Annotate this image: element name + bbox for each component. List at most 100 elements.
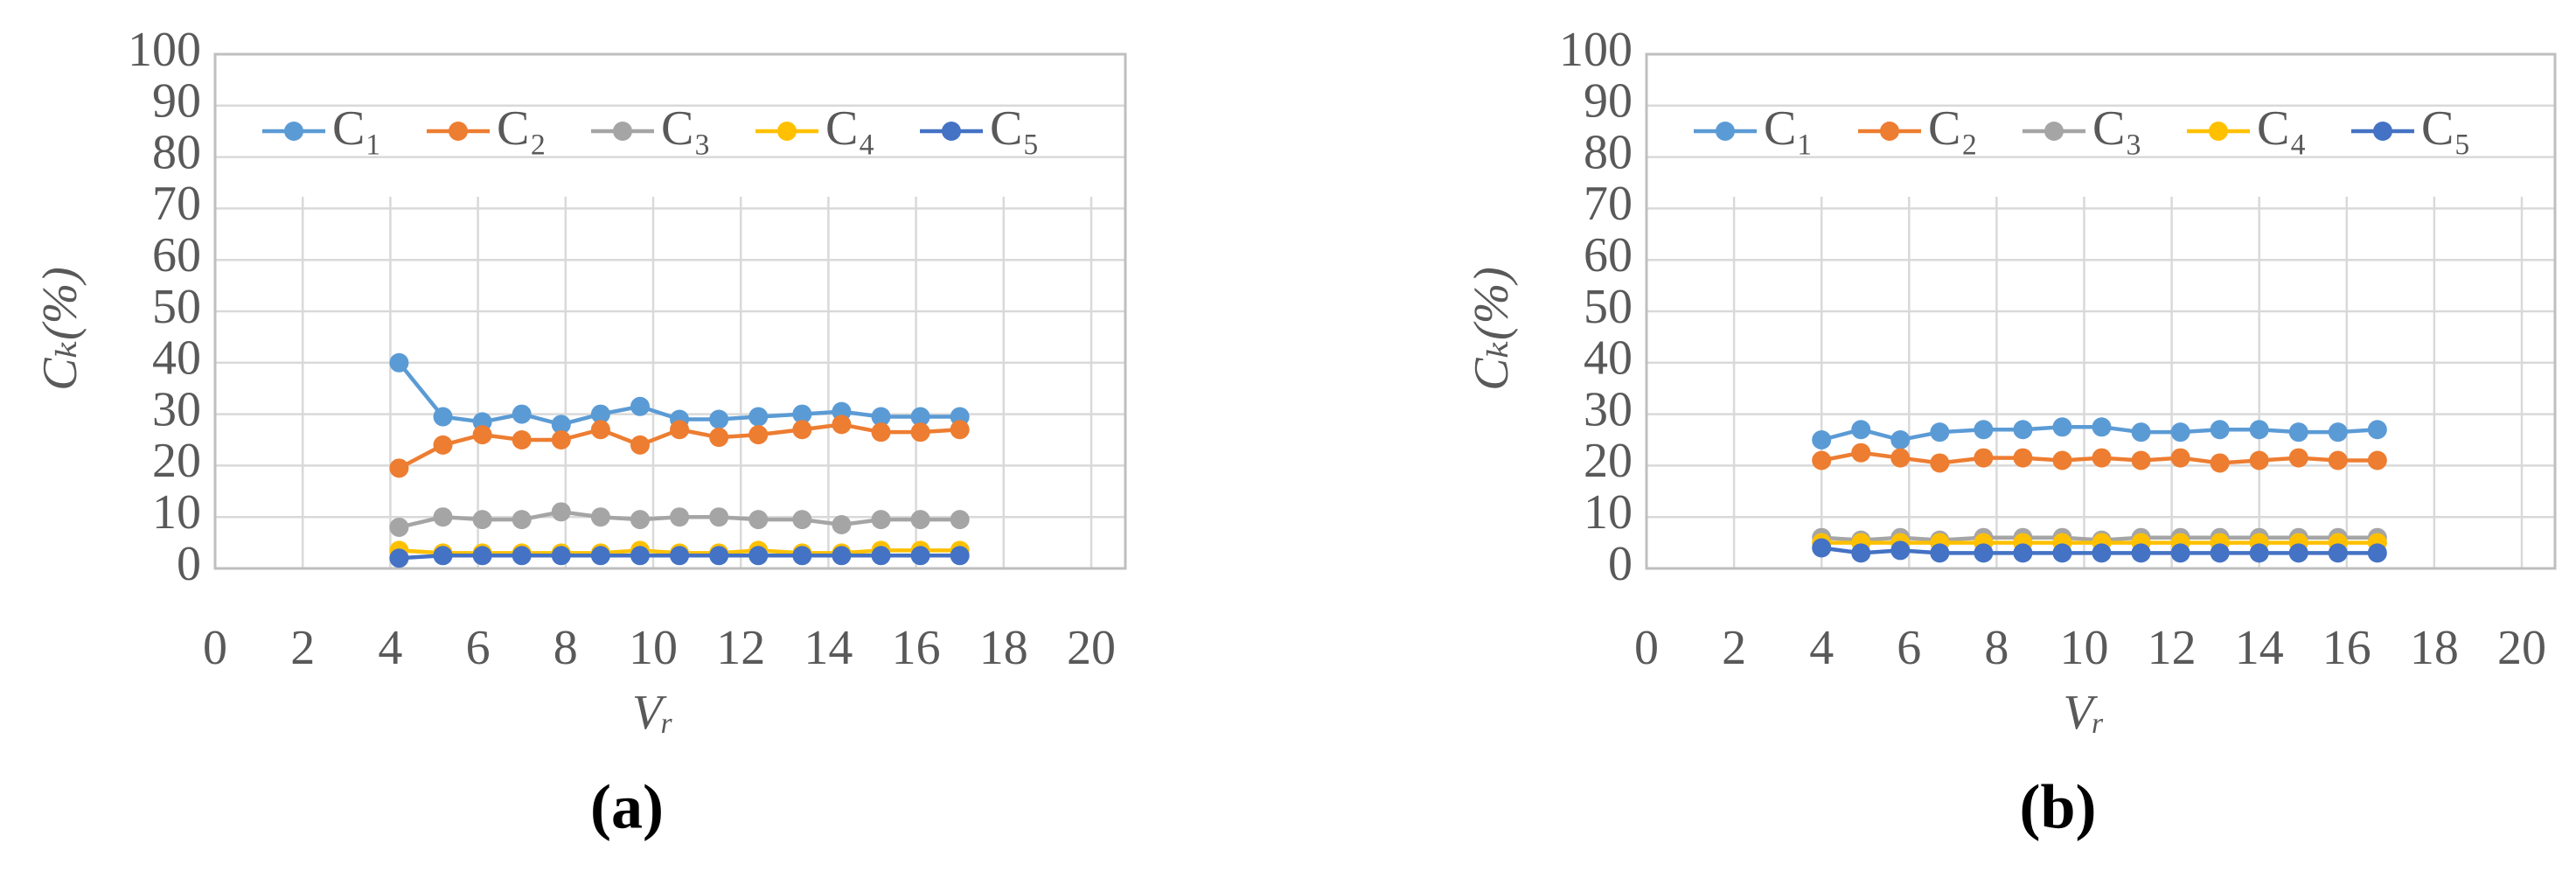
- legend-label: C₂: [497, 101, 547, 156]
- y-axis-label: Cₖ(%): [33, 267, 87, 391]
- legend-marker: [2044, 122, 2064, 141]
- data-point: [2367, 420, 2387, 440]
- y-tick-label: 40: [152, 331, 201, 386]
- data-point: [590, 404, 610, 424]
- x-tick-label: 12: [2148, 621, 2197, 675]
- data-point: [2013, 543, 2033, 563]
- data-point: [2328, 422, 2348, 442]
- data-point: [2092, 543, 2112, 563]
- data-point: [1812, 450, 1832, 470]
- data-point: [512, 430, 532, 449]
- data-point: [871, 546, 891, 566]
- data-point: [950, 510, 970, 530]
- legend-label: C₃: [2092, 101, 2142, 156]
- data-point: [832, 546, 852, 566]
- legend-label: C₂: [1928, 101, 1978, 156]
- data-point: [630, 546, 650, 566]
- data-point: [630, 435, 650, 455]
- data-point: [512, 404, 532, 424]
- x-axis-label: Vᵣ: [632, 686, 674, 740]
- legend-label: C₄: [2257, 101, 2307, 156]
- data-point: [748, 510, 769, 530]
- data-point: [2131, 543, 2151, 563]
- data-point: [590, 546, 610, 566]
- data-point: [590, 420, 610, 440]
- data-point: [433, 546, 453, 566]
- data-point: [2170, 543, 2190, 563]
- x-tick-label: 4: [1809, 621, 1834, 675]
- data-point: [2288, 543, 2308, 563]
- data-point: [2328, 450, 2348, 470]
- x-tick-label: 0: [203, 621, 227, 675]
- y-tick-label: 30: [152, 382, 201, 436]
- legend-marker: [2373, 122, 2392, 141]
- data-point: [2131, 450, 2151, 470]
- data-point: [2249, 450, 2269, 470]
- y-tick-label: 50: [152, 280, 201, 334]
- legend-label: C₁: [332, 101, 382, 156]
- plot-border: [213, 52, 1127, 570]
- y-tick-label: 100: [128, 23, 201, 77]
- data-point: [590, 507, 610, 527]
- data-point: [670, 507, 690, 527]
- legend-marker: [1880, 122, 1899, 141]
- data-point: [551, 415, 571, 435]
- data-point: [2210, 453, 2230, 473]
- data-point: [2367, 450, 2387, 470]
- x-tick-label: 20: [2497, 621, 2546, 675]
- data-point: [2328, 543, 2348, 563]
- data-point: [910, 510, 930, 530]
- x-tick-label: 8: [553, 621, 578, 675]
- data-point: [630, 510, 650, 530]
- data-point: [871, 407, 891, 427]
- x-tick-label: 20: [1067, 621, 1116, 675]
- data-point: [433, 407, 453, 427]
- x-tick-label: 18: [979, 621, 1028, 675]
- legend-marker: [449, 122, 468, 141]
- x-tick-label: 8: [1984, 621, 2009, 675]
- caption: (a): [590, 772, 664, 842]
- data-point: [389, 548, 409, 568]
- data-point: [950, 420, 970, 440]
- data-point: [709, 409, 729, 429]
- data-point: [389, 352, 409, 373]
- legend-marker: [613, 122, 632, 141]
- data-point: [871, 510, 891, 530]
- data-point: [1974, 543, 1994, 563]
- legend-marker: [942, 122, 961, 141]
- x-tick-label: 14: [2235, 621, 2284, 675]
- x-tick-label: 16: [892, 621, 941, 675]
- legend-label: C₅: [2421, 101, 2471, 156]
- legend-marker: [284, 122, 303, 141]
- data-point: [748, 407, 769, 427]
- data-point: [792, 404, 812, 424]
- x-tick-label: 2: [290, 621, 315, 675]
- y-tick-label: 10: [152, 485, 201, 540]
- y-tick-label: 30: [1584, 382, 1633, 436]
- y-tick-label: 80: [152, 125, 201, 179]
- y-tick-label: 0: [177, 537, 201, 591]
- data-point: [792, 420, 812, 440]
- data-point: [1974, 448, 1994, 468]
- data-point: [472, 510, 492, 530]
- x-tick-label: 6: [466, 621, 491, 675]
- x-axis-label: Vᵣ: [2064, 686, 2106, 740]
- data-point: [1930, 543, 1950, 563]
- data-point: [551, 430, 571, 449]
- data-point: [2210, 543, 2230, 563]
- data-point: [1930, 422, 1950, 442]
- y-axis-label: Cₖ(%): [1465, 267, 1519, 391]
- legend-label: C₁: [1764, 101, 1814, 156]
- y-tick-label: 0: [1608, 537, 1633, 591]
- y-tick-label: 60: [1584, 228, 1633, 282]
- data-point: [1851, 442, 1871, 463]
- data-point: [670, 546, 690, 566]
- data-point: [1890, 540, 1911, 561]
- data-point: [2131, 422, 2151, 442]
- legend-marker: [2209, 122, 2228, 141]
- data-point: [2288, 448, 2308, 468]
- data-point: [910, 546, 930, 566]
- y-tick-label: 20: [1584, 434, 1633, 488]
- data-point: [472, 425, 492, 445]
